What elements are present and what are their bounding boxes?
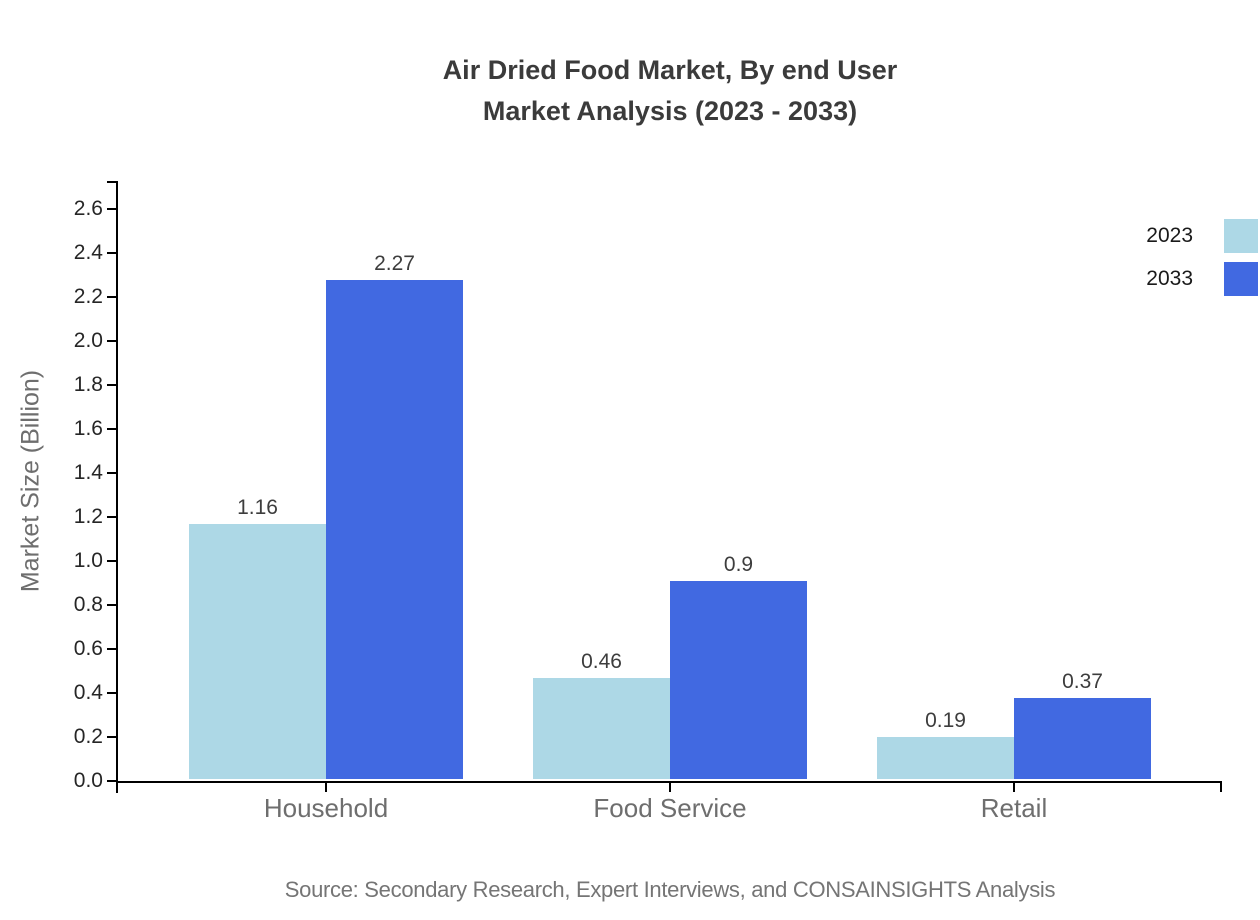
y-tick	[107, 472, 116, 474]
y-tick-label: 2.0	[73, 329, 103, 352]
legend-item-2033: 2033	[1146, 262, 1258, 296]
y-tick	[107, 208, 116, 210]
chart-title-line1: Air Dried Food Market, By end User	[442, 55, 898, 85]
y-tick-label: 1.6	[73, 417, 103, 440]
bar-2033-retail	[1014, 698, 1151, 779]
bar-value-label-2023-retail: 0.19	[925, 709, 966, 732]
category-label-food-service: Food Service	[593, 793, 747, 823]
source-note: Source: Secondary Research, Expert Inter…	[284, 877, 1056, 902]
y-tick	[107, 384, 116, 386]
y-tick-label: 2.2	[73, 285, 103, 308]
y-tick-label: 2.6	[73, 197, 103, 220]
x-tick-household	[325, 783, 327, 792]
bar-2023-food-service	[533, 678, 670, 779]
chart-title-line2: Market Analysis (2023 - 2033)	[482, 96, 858, 126]
legend-swatch-2023	[1224, 219, 1258, 253]
y-tick-label: 0.0	[73, 769, 103, 792]
bar-value-label-2033-household: 2.27	[374, 252, 415, 275]
x-axis-line	[116, 781, 1222, 783]
legend-swatch-2033	[1224, 262, 1258, 296]
y-tick	[107, 516, 116, 518]
y-tick	[107, 780, 116, 782]
category-label-retail: Retail	[980, 793, 1048, 823]
bar-2023-retail	[877, 737, 1014, 779]
legend-label-2023: 2023	[1146, 224, 1193, 247]
x-axis-end-cap	[1220, 783, 1222, 792]
y-tick-label: 1.0	[73, 549, 103, 572]
x-tick-retail	[1013, 783, 1015, 792]
legend-label-2033: 2033	[1146, 267, 1193, 290]
y-tick	[107, 252, 116, 254]
y-tick	[107, 648, 116, 650]
legend: 2023 2033	[1146, 219, 1258, 305]
y-tick-label: 0.6	[73, 637, 103, 660]
bar-value-label-2033-retail: 0.37	[1062, 670, 1103, 693]
y-axis-line	[116, 181, 118, 793]
plot-area: 0.0 0.2 0.4 0.6 0.8 1.0 1.2 1.4 1.6 1.8 2.0 2.2 2.4 2…	[74, 181, 1222, 823]
y-tick-label: 1.8	[73, 373, 103, 396]
y-tick-label: 0.8	[73, 593, 103, 616]
y-tick-label: 1.2	[73, 505, 103, 528]
x-tick-food-service	[669, 783, 671, 792]
bar-value-label-2033-food-service: 0.9	[723, 553, 754, 576]
y-tick-label: 1.4	[73, 461, 103, 484]
y-tick	[107, 340, 116, 342]
y-tick	[107, 736, 116, 738]
y-tick-label: 0.4	[73, 681, 103, 704]
legend-item-2023: 2023	[1146, 219, 1258, 253]
y-tick	[107, 428, 116, 430]
y-tick	[107, 692, 116, 694]
bar-2033-food-service	[670, 581, 807, 779]
bar-2023-household	[189, 524, 326, 779]
y-tick-label: 0.2	[73, 725, 103, 748]
bar-value-label-2023-household: 1.16	[237, 496, 278, 519]
y-tick-label: 2.4	[73, 241, 103, 264]
y-tick	[107, 560, 116, 562]
bar-value-label-2023-food-service: 0.46	[581, 650, 622, 673]
bar-2033-household	[326, 280, 463, 779]
category-label-household: Household	[263, 793, 389, 823]
y-tick	[107, 604, 116, 606]
chart-title: Air Dried Food Market, By end User Marke…	[118, 50, 1222, 132]
y-axis-end-cap	[107, 181, 116, 183]
y-tick	[107, 296, 116, 298]
